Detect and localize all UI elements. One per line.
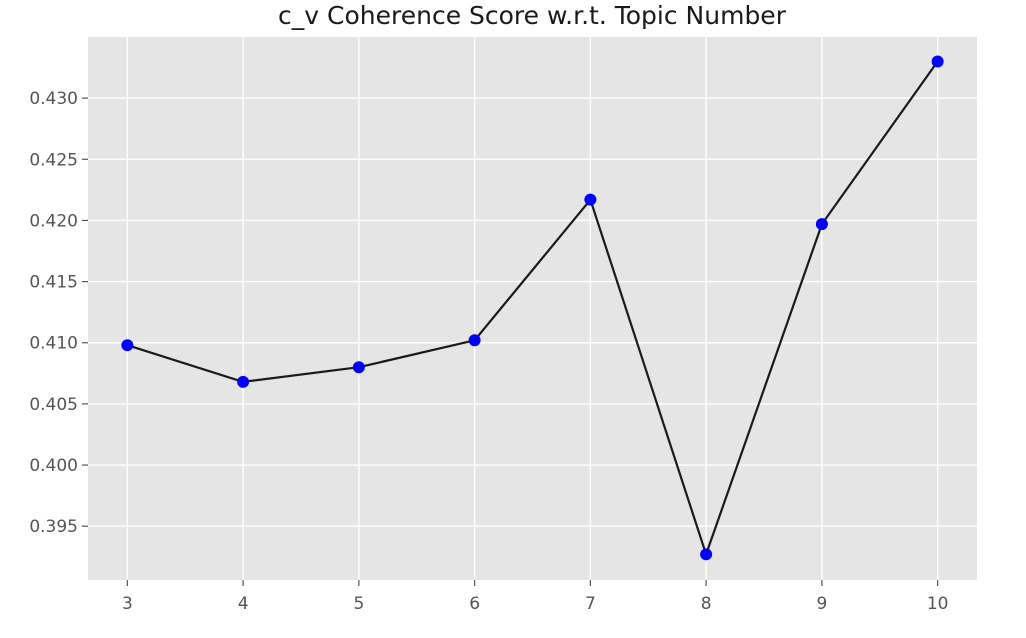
y-tick-label: 0.415 — [29, 273, 78, 293]
plot-area — [88, 37, 977, 580]
y-tick-label: 0.420 — [29, 211, 78, 231]
data-point-x5 — [352, 361, 365, 374]
y-tick-label: 0.405 — [29, 395, 78, 415]
data-point-x6 — [468, 334, 481, 347]
data-point-x8 — [700, 548, 713, 561]
y-tick-label: 0.400 — [29, 456, 78, 476]
data-points — [121, 55, 944, 561]
chart-title: c_v Coherence Score w.r.t. Topic Number — [278, 1, 787, 30]
x-tick-label: 3 — [122, 594, 133, 614]
x-tick-label: 10 — [927, 594, 949, 614]
y-tick-label: 0.430 — [29, 89, 78, 109]
data-point-x10 — [931, 55, 944, 68]
y-tick-label: 0.410 — [29, 334, 78, 354]
series-line — [127, 60, 939, 558]
grid-lines — [88, 37, 977, 580]
data-point-x3 — [121, 339, 134, 352]
y-tick-label: 0.395 — [29, 517, 78, 537]
x-tick-label: 9 — [816, 594, 827, 614]
y-tick-label: 0.425 — [29, 150, 78, 170]
x-tick-label: 7 — [585, 594, 596, 614]
data-point-x9 — [815, 218, 828, 231]
x-tick-label: 4 — [238, 594, 249, 614]
data-point-x7 — [584, 193, 597, 206]
x-tick-label: 5 — [353, 594, 364, 614]
x-axis: 3 4 5 6 7 8 9 10 — [122, 580, 949, 614]
y-axis: 0.395 0.400 0.405 0.410 0.415 0.420 0.425 0.430 — [29, 89, 88, 537]
data-point-x4 — [237, 375, 250, 388]
x-tick-label: 6 — [469, 594, 480, 614]
x-tick-label: 8 — [701, 594, 712, 614]
